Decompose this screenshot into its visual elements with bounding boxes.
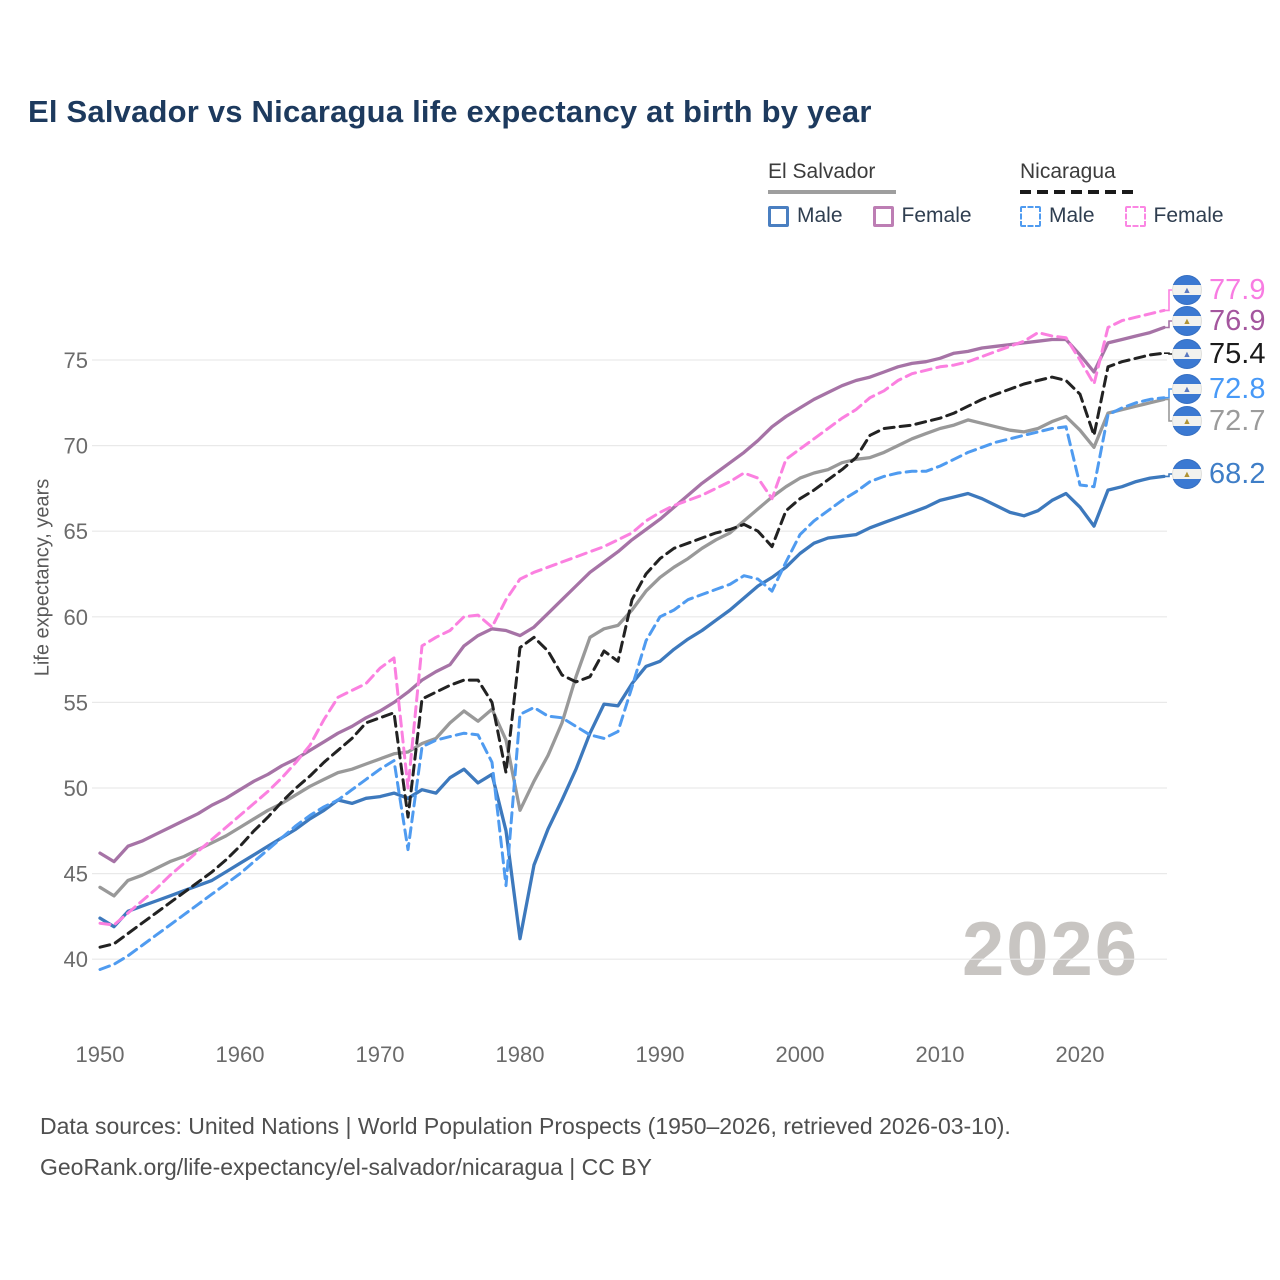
footer: Data sources: United Nations | World Pop… xyxy=(40,1106,1011,1188)
es-male-swatch-icon xyxy=(768,205,789,227)
es-female-swatch-icon xyxy=(872,205,894,227)
y-tick-label: 70 xyxy=(64,434,88,459)
x-tick-label: 1960 xyxy=(216,1042,265,1067)
end-label-es-female: 76.9 xyxy=(1172,305,1265,337)
legend-item-es-female[interactable]: Female xyxy=(872,204,972,228)
y-tick-label: 45 xyxy=(64,862,88,887)
end-label-es-male: 68.2 xyxy=(1172,458,1265,490)
end-value-es-total: 72.7 xyxy=(1209,405,1266,437)
legend-item-es-male[interactable]: Male xyxy=(768,204,843,228)
end-label-ni-female: 77.9 xyxy=(1172,274,1265,306)
nicaragua-flag-icon xyxy=(1172,374,1202,404)
legend-group-nicaragua: Nicaragua Male Female xyxy=(1020,160,1246,228)
legend-item-ni-male[interactable]: Male xyxy=(1020,204,1095,228)
end-label-connector-es-male xyxy=(1164,473,1173,478)
el-salvador-flag-icon xyxy=(1172,306,1202,336)
series-line-ni-male[interactable] xyxy=(98,396,1166,971)
el-salvador-solid-line-sample xyxy=(768,190,896,194)
end-label-ni-total: 75.4 xyxy=(1172,338,1265,370)
end-value-es-female: 76.9 xyxy=(1209,305,1266,337)
legend-header-nicaragua: Nicaragua xyxy=(1020,160,1116,183)
end-label-connector-es-female xyxy=(1164,320,1173,329)
end-label-es-total: 72.7 xyxy=(1172,405,1265,437)
ni-male-swatch-icon xyxy=(1020,205,1041,227)
end-label-connector-ni-male xyxy=(1164,388,1173,399)
el-salvador-flag-icon xyxy=(1172,459,1202,489)
end-label-ni-male: 72.8 xyxy=(1172,373,1265,405)
nicaragua-dashed-line-sample xyxy=(1020,190,1138,194)
series-line-es-female[interactable] xyxy=(98,325,1166,864)
y-tick-label: 40 xyxy=(64,947,88,972)
y-tick-label: 75 xyxy=(64,348,88,373)
end-value-es-male: 68.2 xyxy=(1209,458,1266,490)
end-value-ni-male: 72.8 xyxy=(1209,373,1266,405)
x-tick-label: 2020 xyxy=(1056,1042,1105,1067)
x-tick-label: 1990 xyxy=(636,1042,685,1067)
y-tick-label: 65 xyxy=(64,519,88,544)
end-label-connector-ni-female xyxy=(1164,289,1173,312)
nicaragua-flag-icon xyxy=(1172,275,1202,305)
legend-label-es-male: Male xyxy=(797,204,843,227)
nicaragua-flag-icon xyxy=(1172,339,1202,369)
x-tick-label: 2010 xyxy=(916,1042,965,1067)
legend-label-es-female: Female xyxy=(901,204,972,227)
end-label-connector-es-total xyxy=(1164,398,1173,422)
x-tick-label: 1950 xyxy=(76,1042,125,1067)
footer-data-sources: Data sources: United Nations | World Pop… xyxy=(40,1113,1011,1139)
page-title: El Salvador vs Nicaragua life expectancy… xyxy=(28,94,872,129)
end-value-ni-female: 77.9 xyxy=(1209,274,1266,306)
x-tick-label: 1980 xyxy=(496,1042,545,1067)
watermark-year: 2026 xyxy=(962,907,1140,992)
y-tick-label: 60 xyxy=(64,605,88,630)
y-tick-label: 50 xyxy=(64,776,88,801)
y-tick-label: 55 xyxy=(64,690,88,715)
x-tick-label: 2000 xyxy=(776,1042,825,1067)
el-salvador-flag-icon xyxy=(1172,406,1202,436)
legend-label-ni-female: Female xyxy=(1153,204,1224,227)
legend-group-el-salvador: El Salvador Male Female xyxy=(768,160,994,228)
ni-female-swatch-icon xyxy=(1124,205,1146,227)
legend-header-el-salvador: El Salvador xyxy=(768,160,876,183)
end-label-connector-ni-total xyxy=(1164,352,1173,355)
series-line-es-total[interactable] xyxy=(98,397,1166,898)
legend-label-ni-male: Male xyxy=(1049,204,1095,227)
end-value-ni-total: 75.4 xyxy=(1209,338,1266,370)
series-line-es-male[interactable] xyxy=(98,474,1166,941)
footer-attribution: GeoRank.org/life-expectancy/el-salvador/… xyxy=(40,1154,652,1180)
series-line-ni-total[interactable] xyxy=(98,351,1166,949)
x-tick-label: 1970 xyxy=(356,1042,405,1067)
series-line-ni-female[interactable] xyxy=(98,308,1166,927)
legend-item-ni-female[interactable]: Female xyxy=(1124,204,1224,228)
